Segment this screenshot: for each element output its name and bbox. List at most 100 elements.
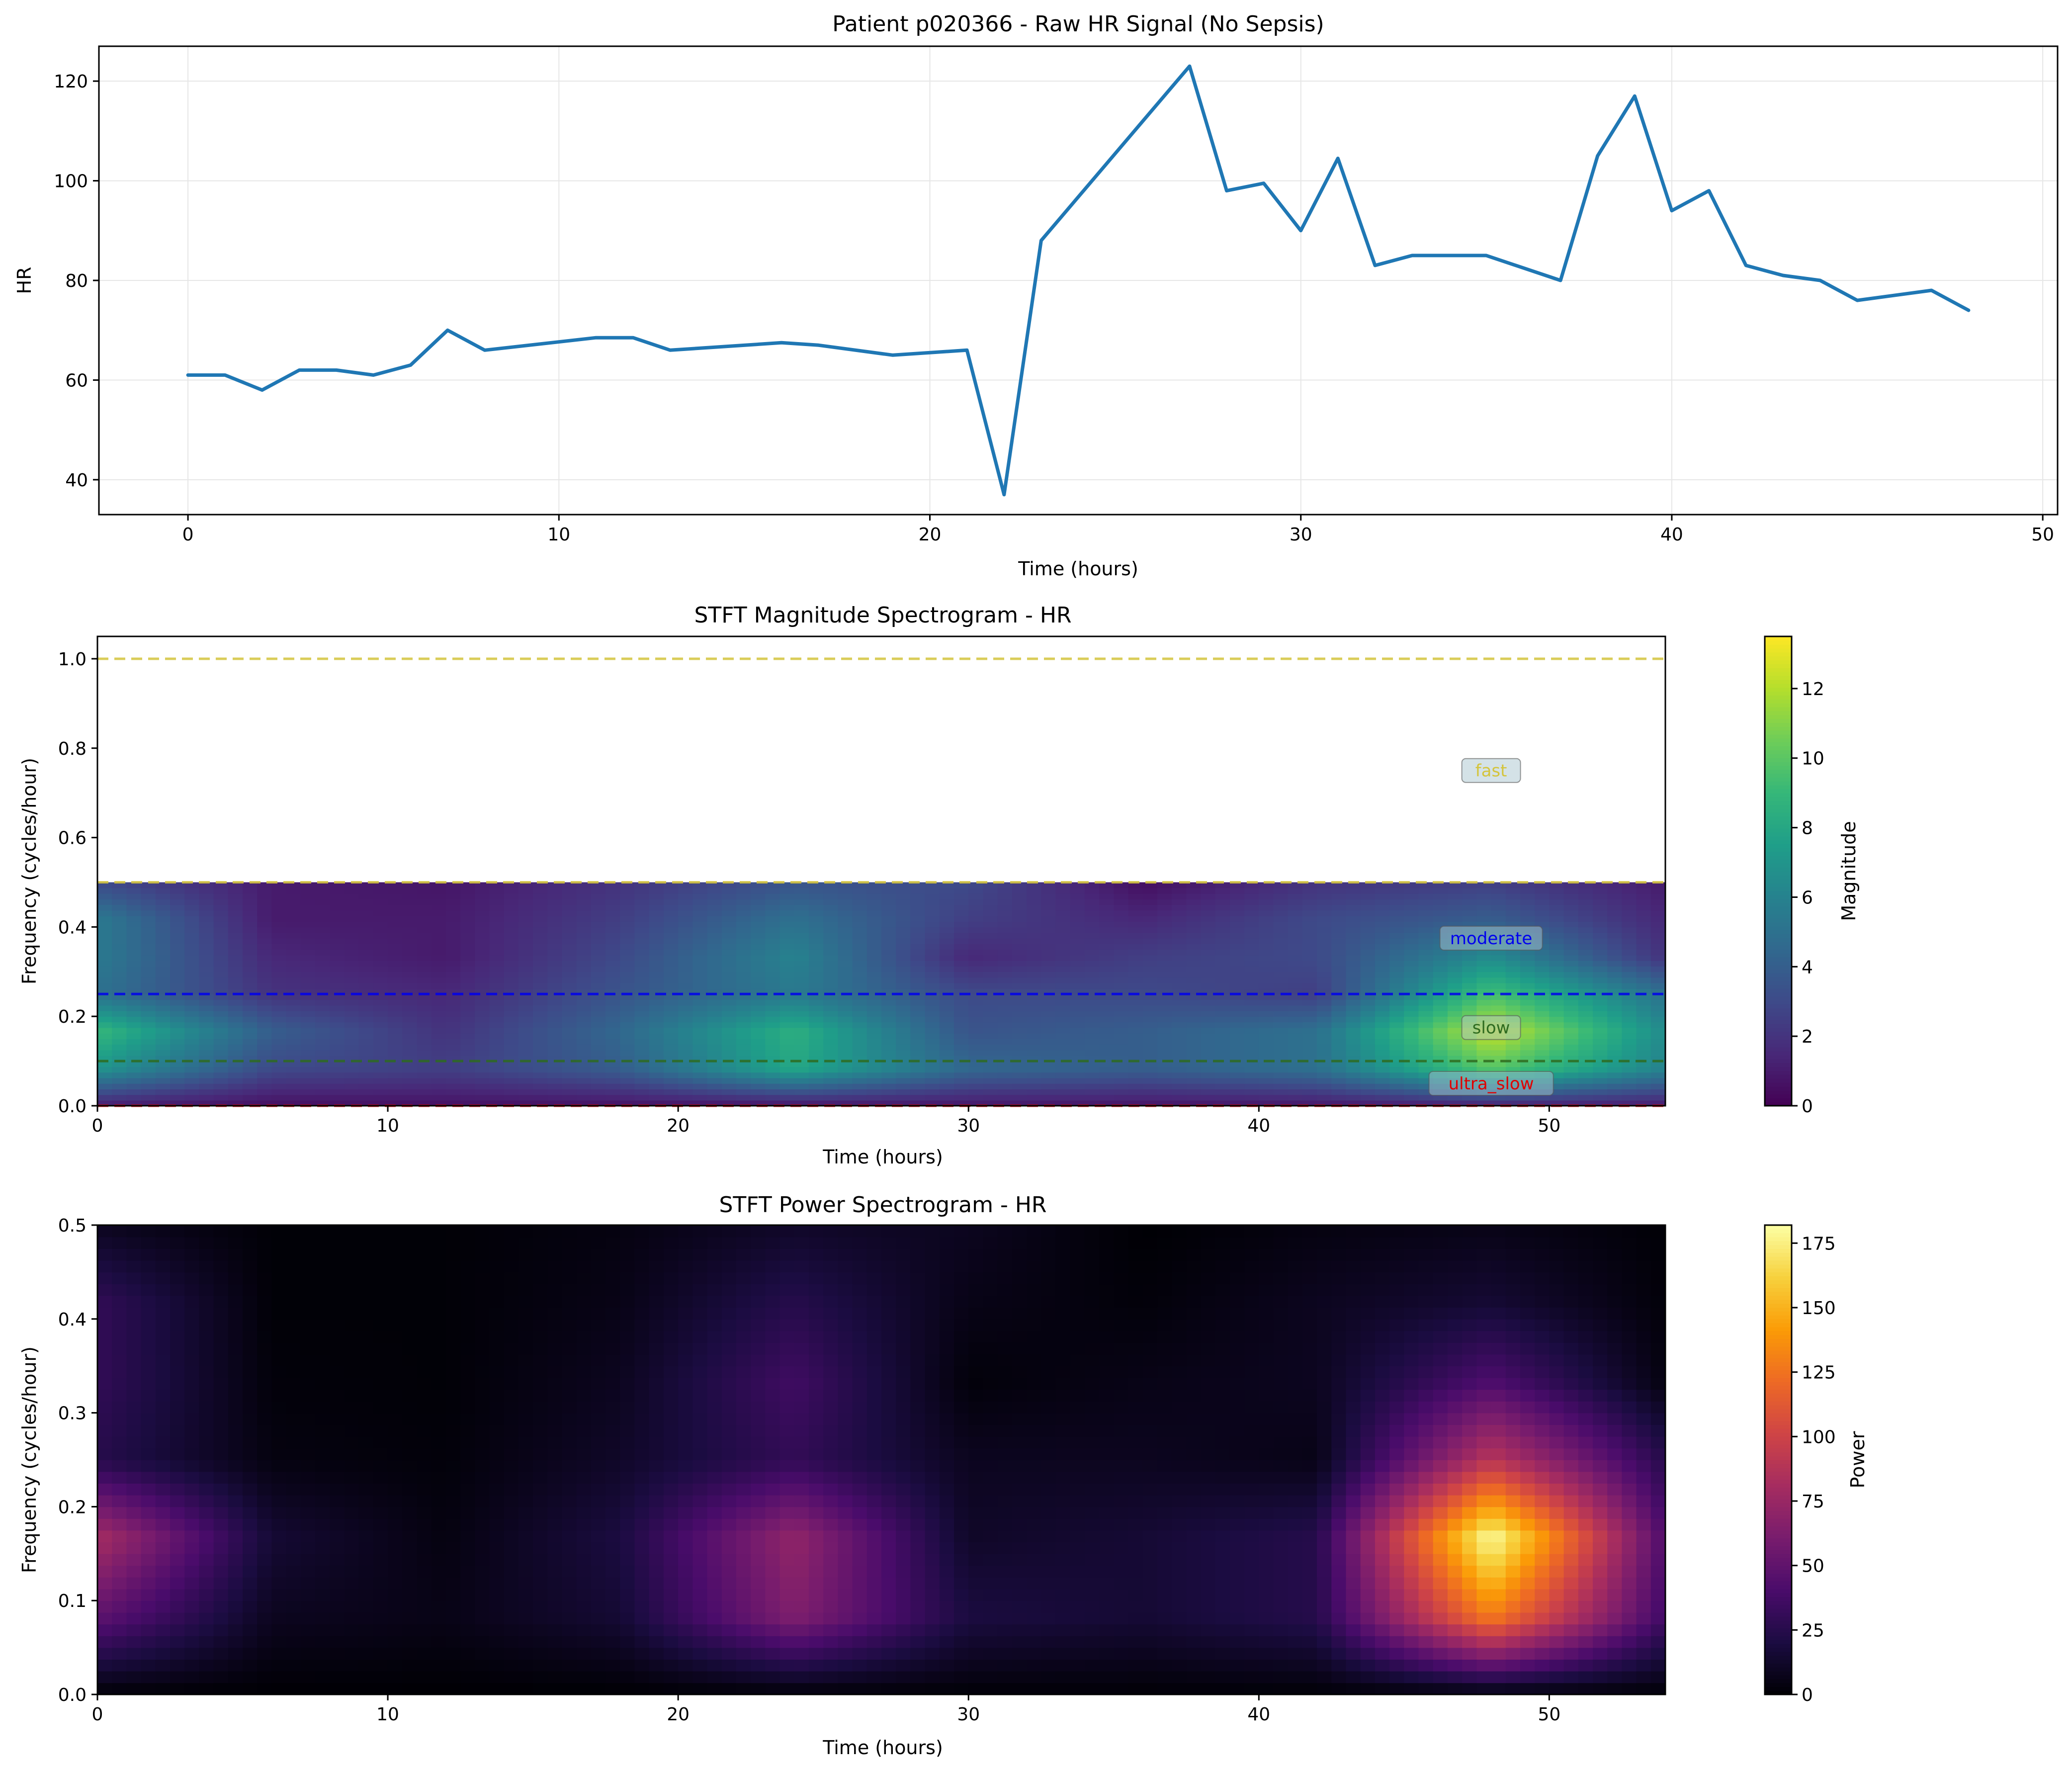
magnitude-cell bbox=[1317, 1005, 1332, 1011]
magnitude-cell bbox=[1070, 882, 1085, 888]
magnitude-cell bbox=[1084, 910, 1100, 916]
magnitude-cell bbox=[634, 1039, 650, 1045]
magnitude-cell bbox=[315, 955, 331, 961]
magnitude-cell bbox=[591, 994, 606, 1000]
magnitude-cell bbox=[1157, 927, 1172, 933]
magnitude-cell bbox=[838, 932, 853, 939]
magnitude-cell bbox=[1563, 932, 1579, 939]
magnitude-cell bbox=[1346, 1044, 1361, 1051]
magnitude-cell bbox=[707, 999, 722, 1006]
magnitude-cell bbox=[881, 955, 896, 961]
magnitude-cell bbox=[576, 1083, 592, 1089]
magnitude-cell bbox=[1622, 977, 1637, 983]
magnitude-cell bbox=[228, 893, 243, 899]
magnitude-cell bbox=[243, 994, 258, 1000]
magnitude-cell bbox=[228, 910, 243, 916]
magnitude-colorbar-step bbox=[1765, 1012, 1792, 1016]
magnitude-cell bbox=[1636, 904, 1651, 911]
magnitude-cell bbox=[954, 921, 969, 928]
magnitude-cell bbox=[1389, 994, 1405, 1000]
magnitude-cell bbox=[112, 910, 127, 916]
magnitude-cell bbox=[271, 972, 287, 978]
magnitude-cell bbox=[1186, 887, 1202, 894]
magnitude-cell bbox=[1346, 938, 1361, 944]
power-cell bbox=[1084, 1647, 1100, 1660]
magnitude-cell bbox=[1027, 982, 1041, 989]
magnitude-cell bbox=[1273, 915, 1289, 922]
magnitude-cell bbox=[1114, 982, 1129, 989]
magnitude-cell bbox=[1491, 1050, 1506, 1056]
magnitude-cell bbox=[1578, 1089, 1593, 1095]
magnitude-cell bbox=[678, 1022, 693, 1028]
magnitude-cell bbox=[489, 1005, 505, 1011]
magnitude-cell bbox=[1012, 915, 1027, 922]
power-cell bbox=[1157, 1671, 1172, 1684]
magnitude-cell bbox=[1070, 1016, 1085, 1023]
magnitude-cell bbox=[954, 1022, 969, 1028]
magnitude-cell bbox=[692, 966, 708, 972]
magnitude-cell bbox=[460, 899, 476, 905]
magnitude-cell bbox=[1360, 1016, 1376, 1023]
magnitude-cell bbox=[1520, 882, 1535, 888]
magnitude-cell bbox=[358, 887, 374, 894]
magnitude-cell bbox=[896, 915, 911, 922]
magnitude-cell bbox=[533, 887, 548, 894]
power-cell bbox=[1317, 1671, 1332, 1684]
magnitude-cell bbox=[1447, 1039, 1463, 1045]
magnitude-cell bbox=[213, 972, 229, 978]
magnitude-cell bbox=[431, 1011, 446, 1017]
magnitude-cell bbox=[1084, 966, 1100, 972]
magnitude-cell bbox=[954, 1044, 969, 1051]
magnitude-cell bbox=[315, 982, 331, 989]
magnitude-cell bbox=[779, 977, 795, 983]
magnitude-cell bbox=[300, 960, 316, 967]
magnitude-cell bbox=[1128, 966, 1143, 972]
magnitude-cell bbox=[315, 921, 331, 928]
magnitude-cell bbox=[213, 1077, 229, 1084]
magnitude-cell bbox=[489, 1011, 505, 1017]
magnitude-cell bbox=[823, 1044, 839, 1051]
magnitude-cell bbox=[1041, 1016, 1056, 1023]
magnitude-cell bbox=[692, 927, 708, 933]
magnitude-cell bbox=[1128, 882, 1143, 888]
magnitude-cell bbox=[1215, 1077, 1230, 1084]
magnitude-cell bbox=[1041, 999, 1056, 1006]
power-cell bbox=[112, 1671, 127, 1684]
power-cell bbox=[141, 1671, 156, 1684]
magnitude-cell bbox=[271, 1077, 287, 1084]
magnitude-cell bbox=[881, 972, 896, 978]
magnitude-cell bbox=[968, 994, 984, 1000]
magnitude-cell bbox=[1636, 999, 1651, 1006]
magnitude-cell bbox=[1346, 887, 1361, 894]
magnitude-cell bbox=[1055, 1077, 1071, 1084]
magnitude-cell bbox=[1360, 904, 1376, 911]
magnitude-cell bbox=[1201, 1089, 1216, 1095]
magnitude-cell bbox=[1041, 949, 1056, 956]
magnitude-cell bbox=[1201, 915, 1216, 922]
magnitude-cell bbox=[388, 1066, 403, 1073]
power-cell bbox=[1128, 1659, 1143, 1672]
magnitude-cell bbox=[896, 1083, 911, 1089]
magnitude-cell bbox=[504, 966, 519, 972]
magnitude-cell bbox=[896, 1044, 911, 1051]
magnitude-cell bbox=[1201, 1022, 1216, 1028]
magnitude-cell bbox=[1055, 899, 1071, 905]
magnitude-cell bbox=[184, 972, 200, 978]
magnitude-cell bbox=[1622, 1005, 1637, 1011]
magnitude-cell bbox=[141, 932, 156, 939]
magnitude-cell bbox=[460, 932, 476, 939]
magnitude-colorbar-step bbox=[1765, 1098, 1792, 1102]
magnitude-cell bbox=[1447, 1011, 1463, 1017]
power-cell bbox=[1447, 1659, 1463, 1672]
magnitude-cell bbox=[1462, 1039, 1477, 1045]
power-cell bbox=[794, 1683, 809, 1695]
magnitude-cell bbox=[1302, 893, 1317, 899]
magnitude-cell bbox=[475, 1072, 490, 1078]
magnitude-cell bbox=[1288, 932, 1303, 939]
magnitude-cell bbox=[199, 982, 214, 989]
magnitude-cell bbox=[547, 999, 563, 1006]
magnitude-cell bbox=[1172, 1039, 1187, 1045]
magnitude-cell bbox=[1215, 910, 1230, 916]
magnitude-cell bbox=[620, 949, 635, 956]
